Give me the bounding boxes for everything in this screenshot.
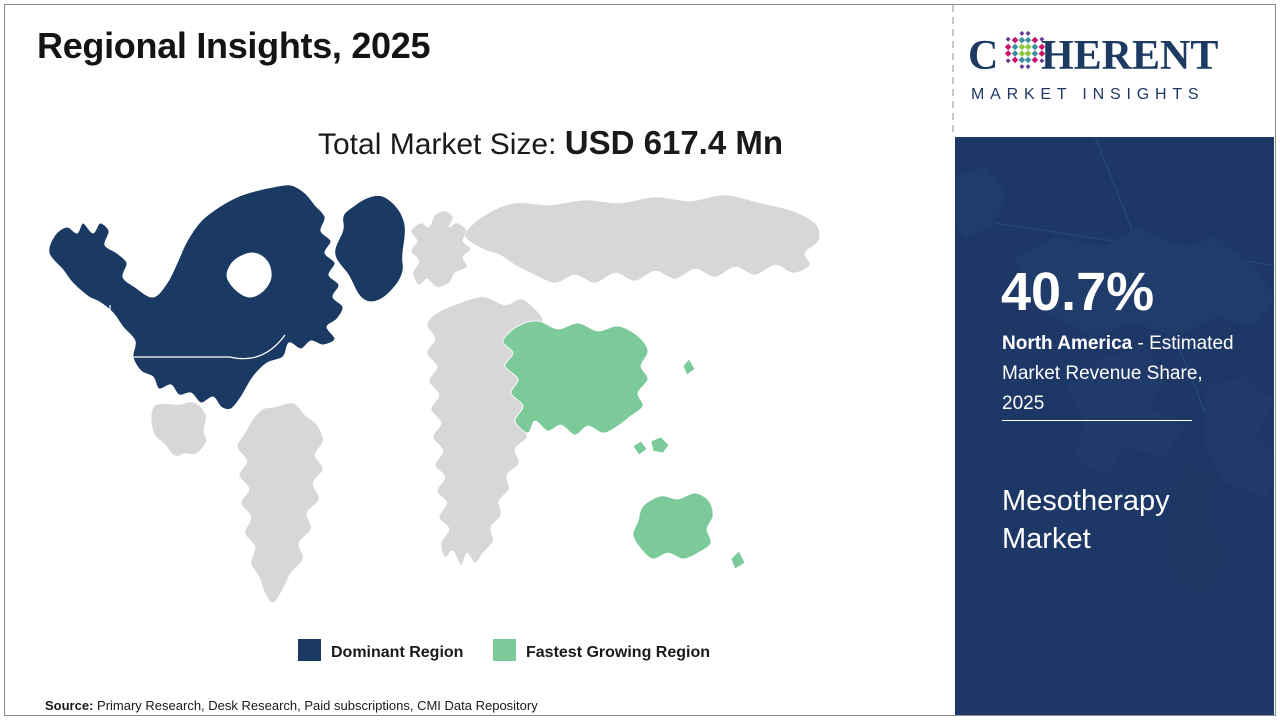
svg-text:C: C	[968, 33, 998, 79]
svg-text:HERENT: HERENT	[1041, 33, 1218, 79]
